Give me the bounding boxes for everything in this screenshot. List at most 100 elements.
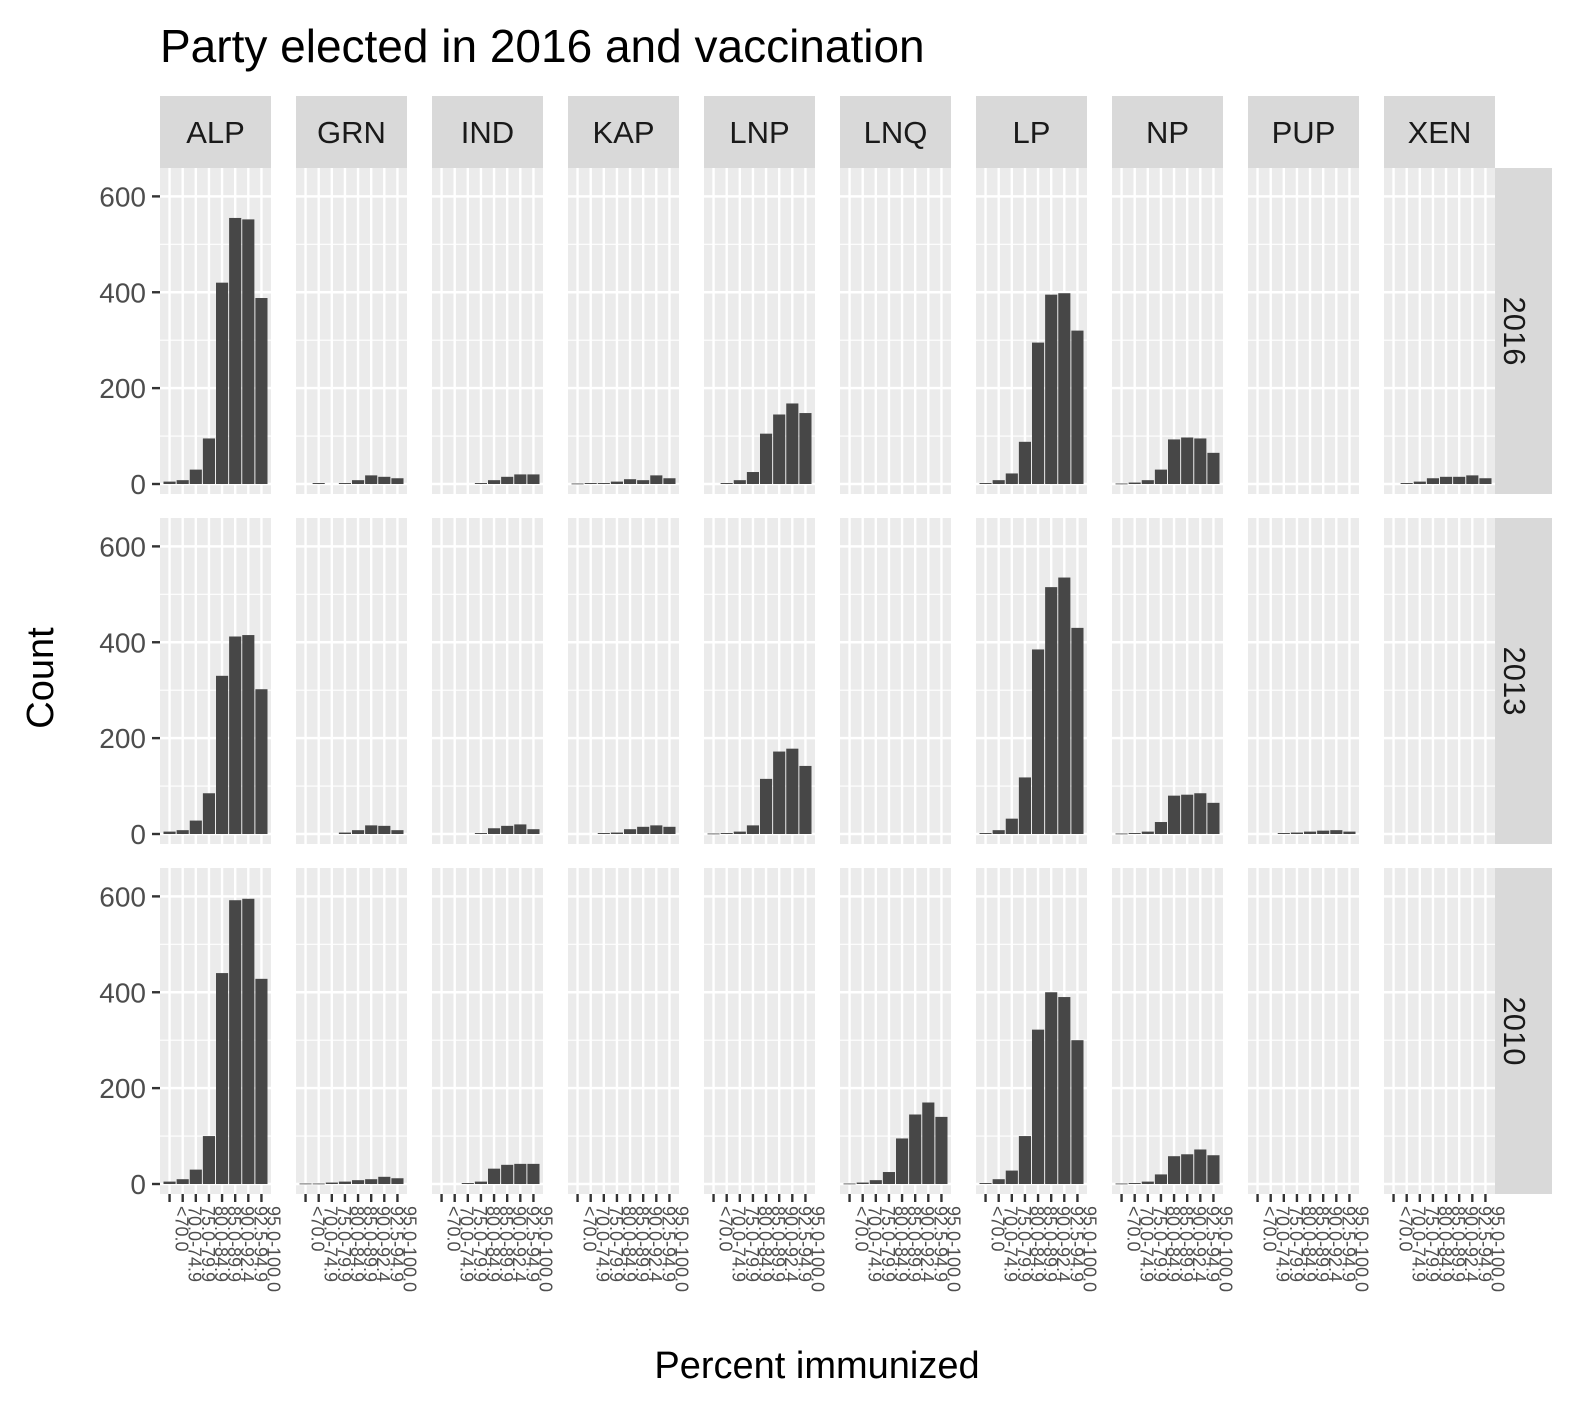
x-tick-label: 75.0-79.9 <box>1286 1206 1306 1282</box>
panel-2010-alp <box>160 868 271 1194</box>
x-tick-label: 80.0-84.9 <box>619 1206 639 1282</box>
x-tick-label: 75.0-79.9 <box>1422 1206 1442 1282</box>
bar-2013-kap-4 <box>624 829 637 834</box>
y-tick-label: 400 <box>99 977 146 1008</box>
plot-area: ALP GRN IND KAP LNP LNQ LP NP PUP XEN 2016 2013 2010… <box>99 96 1552 1292</box>
bar-2013-lnp-4 <box>760 778 773 834</box>
panel-2016-grn <box>296 168 407 494</box>
bar-2013-kap-5 <box>637 826 650 834</box>
bar-2016-alp-2 <box>189 469 202 484</box>
panel-background <box>296 518 407 844</box>
y-tick-label: 0 <box>130 469 146 500</box>
bar-2010-lnq-4 <box>896 1138 909 1184</box>
bar-2010-lnq-2 <box>869 1180 882 1184</box>
bar-2013-np-3 <box>1154 822 1167 834</box>
bar-2016-grn-7 <box>391 478 404 484</box>
strip-row-label-2016: 2016 <box>1497 297 1532 366</box>
strip-ind <box>432 96 543 168</box>
bar-2016-kap-0 <box>571 483 584 485</box>
panel-2013-pup <box>1248 518 1359 844</box>
panel-2013-ind <box>432 518 543 844</box>
x-tick-label: 85.0-89.9 <box>904 1206 924 1282</box>
bar-2013-lp-3 <box>1018 777 1031 834</box>
y-tick-label: 200 <box>99 723 146 754</box>
bar-2016-kap-7 <box>663 478 676 484</box>
bar-2013-lp-0 <box>979 833 992 834</box>
bar-2013-alp-7 <box>255 689 268 834</box>
panel-2013-grn <box>296 518 407 844</box>
bar-2016-grn-6 <box>378 476 391 484</box>
bar-2013-lp-1 <box>992 830 1005 834</box>
bar-2013-pup-6 <box>1330 830 1343 834</box>
x-tick-label: 80.0-84.9 <box>1299 1206 1319 1282</box>
x-tick-label: 85.0-89.9 <box>768 1206 788 1282</box>
bar-2016-np-1 <box>1128 482 1141 484</box>
x-tick-label: 70.0-74.9 <box>457 1206 477 1282</box>
bar-2010-grn-7 <box>391 1178 404 1184</box>
bar-2013-alp-0 <box>163 831 176 834</box>
bar-2016-np-5 <box>1181 437 1194 484</box>
bar-2016-alp-4 <box>216 282 229 484</box>
bar-2016-lnp-4 <box>760 433 773 484</box>
bar-2010-np-0 <box>1115 1183 1128 1185</box>
strip-kap <box>568 96 679 168</box>
bar-2013-ind-4 <box>488 828 501 834</box>
strip-pup <box>1248 96 1359 168</box>
y-axis-title: Count <box>20 627 62 729</box>
bar-2013-lnp-2 <box>733 831 746 834</box>
bar-2016-xen-1 <box>1400 483 1413 484</box>
chart-title: Party elected in 2016 and vaccination <box>160 20 925 72</box>
panel-2016-lnq <box>840 168 951 494</box>
panel-2010-xen <box>1384 868 1495 1194</box>
bar-2010-lnq-3 <box>882 1172 895 1184</box>
y-tick-label: 0 <box>130 1169 146 1200</box>
bar-2010-np-4 <box>1168 1156 1181 1184</box>
bar-2010-np-6 <box>1194 1149 1207 1184</box>
panel-background <box>296 168 407 494</box>
panel-2010-kap <box>568 868 679 1194</box>
bar-2016-np-4 <box>1168 439 1181 484</box>
bar-2010-np-1 <box>1128 1183 1141 1184</box>
panel-2010-np <box>1112 868 1223 1194</box>
bar-2016-lnp-2 <box>733 480 746 484</box>
x-tick-label: 75.0-79.9 <box>1014 1206 1034 1282</box>
x-tick-label: 92.5-94.9 <box>386 1206 406 1282</box>
panel-background <box>840 168 951 494</box>
bar-2010-grn-4 <box>352 1180 365 1184</box>
bar-2013-ind-3 <box>474 833 487 834</box>
x-tick-label: 80.0-84.9 <box>1163 1206 1183 1282</box>
bar-2013-lnp-7 <box>799 765 812 834</box>
bar-2013-lnp-0 <box>707 833 720 835</box>
strip-lnp <box>704 96 815 168</box>
bar-2016-lp-2 <box>1005 473 1018 484</box>
x-tick-label: <70.0 <box>716 1206 736 1252</box>
x-tick-label: <70.0 <box>308 1206 328 1252</box>
bar-2010-alp-7 <box>255 978 268 1184</box>
x-tick-label: 92.5-94.9 <box>1338 1206 1358 1282</box>
panel-background <box>568 518 679 844</box>
bar-2013-ind-7 <box>527 829 540 834</box>
strip-row-label-2013: 2013 <box>1497 647 1532 716</box>
bar-2016-lnp-5 <box>773 414 786 484</box>
bar-2010-lp-4 <box>1032 1029 1045 1184</box>
x-tick-label: 92.5-94.9 <box>1066 1206 1086 1282</box>
x-tick-label: 70.0-74.9 <box>1273 1206 1293 1282</box>
bar-2010-lp-6 <box>1058 997 1071 1184</box>
x-tick-label: 95.0-100.0 <box>1079 1206 1099 1292</box>
bar-2010-np-3 <box>1154 1174 1167 1184</box>
x-tick-label: 90.0-92.4 <box>1053 1206 1073 1282</box>
bar-2016-ind-6 <box>514 474 527 484</box>
x-tick-label: 70.0-74.9 <box>1137 1206 1157 1282</box>
bar-2013-lp-4 <box>1032 649 1045 834</box>
panel-background <box>1248 868 1359 1194</box>
bar-2010-ind-4 <box>488 1168 501 1184</box>
bar-2013-lnp-1 <box>720 833 733 834</box>
bar-2013-alp-1 <box>176 830 189 834</box>
strip-lnq <box>840 96 951 168</box>
bar-2016-np-3 <box>1154 469 1167 484</box>
y-tick-label: 400 <box>99 627 146 658</box>
bar-2013-lp-7 <box>1071 627 1084 834</box>
x-tick-label: 75.0-79.9 <box>606 1206 626 1282</box>
x-tick-label: 92.5-94.9 <box>794 1206 814 1282</box>
bar-2016-grn-3 <box>338 483 351 484</box>
